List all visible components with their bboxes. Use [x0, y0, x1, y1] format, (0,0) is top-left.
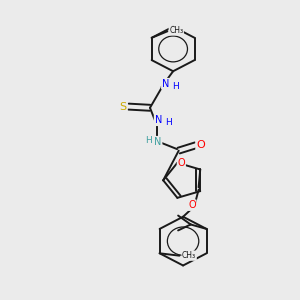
Text: S: S	[120, 102, 127, 112]
Text: N: N	[162, 79, 169, 89]
Text: CH₃: CH₃	[182, 251, 196, 260]
Text: H: H	[172, 82, 179, 91]
Text: O: O	[196, 140, 205, 150]
Text: O: O	[178, 158, 185, 168]
Text: H: H	[145, 136, 152, 145]
Text: H: H	[165, 118, 172, 127]
Text: CH₃: CH₃	[169, 26, 183, 35]
Text: N: N	[154, 137, 162, 147]
Text: N: N	[154, 115, 162, 125]
Text: O: O	[188, 200, 196, 210]
